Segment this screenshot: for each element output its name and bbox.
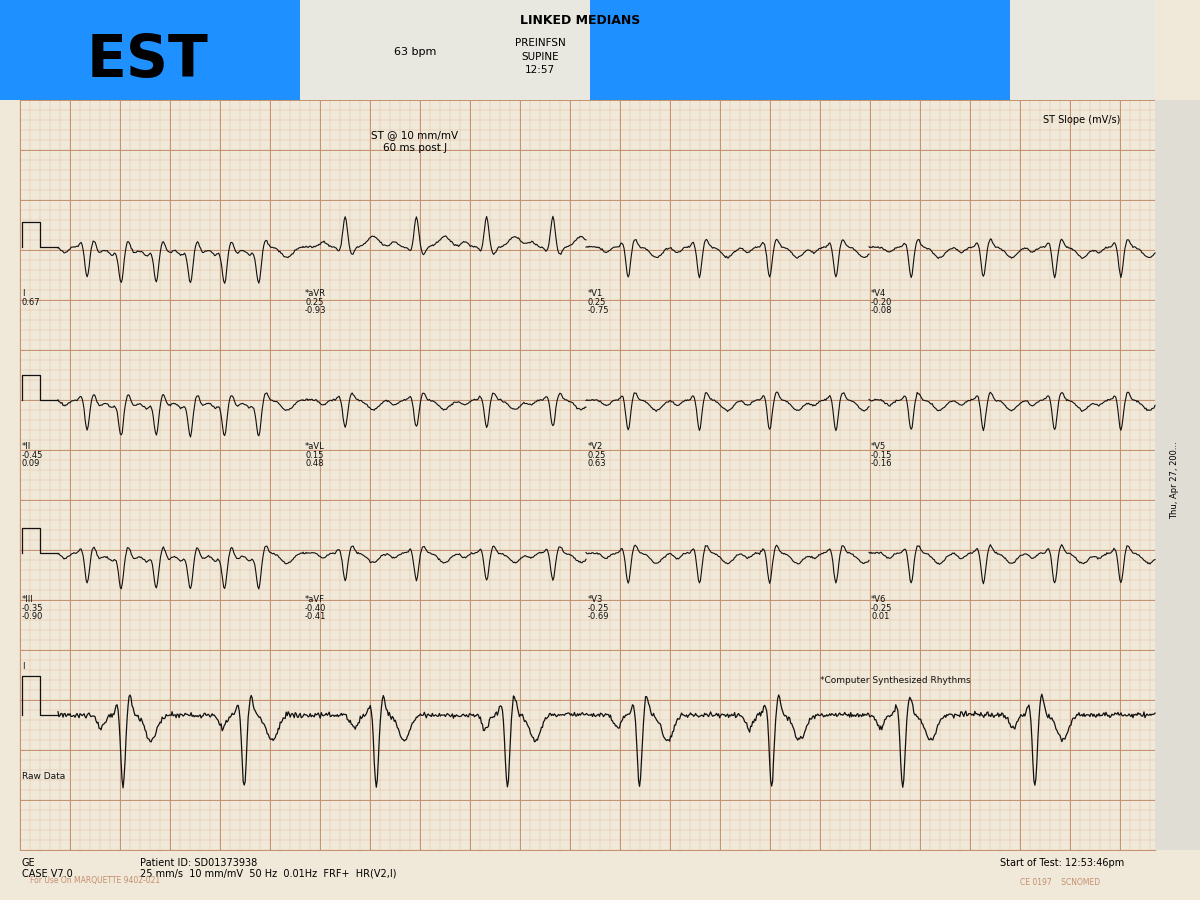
Text: *aVF: *aVF — [305, 595, 325, 604]
Text: 60 ms post J: 60 ms post J — [383, 143, 448, 153]
Text: 0.09: 0.09 — [22, 459, 41, 468]
Bar — [20, 100, 1154, 850]
Text: Start of Test: 12:53:46pm: Start of Test: 12:53:46pm — [1000, 858, 1124, 868]
Bar — [20, 0, 1154, 100]
Text: -0.90: -0.90 — [22, 612, 43, 621]
Text: -0.93: -0.93 — [305, 306, 326, 315]
Text: 0.63: 0.63 — [588, 459, 607, 468]
Text: *V1: *V1 — [588, 289, 604, 298]
Text: I: I — [22, 662, 24, 671]
Text: CE 0197    SCNOMED: CE 0197 SCNOMED — [1020, 878, 1100, 887]
Text: -0.25: -0.25 — [871, 604, 893, 613]
Text: *V5: *V5 — [871, 442, 887, 451]
Text: Thu, Apr 27, 200...: Thu, Apr 27, 200... — [1170, 441, 1180, 519]
Text: EST: EST — [88, 32, 209, 88]
Text: *V6: *V6 — [871, 595, 887, 604]
Text: 0.25: 0.25 — [305, 298, 323, 307]
Text: 25 mm/s  10 mm/mV  50 Hz  0.01Hz  FRF+  HR(V2,I): 25 mm/s 10 mm/mV 50 Hz 0.01Hz FRF+ HR(V2… — [140, 869, 396, 879]
Text: -0.15: -0.15 — [871, 451, 893, 460]
Text: -0.69: -0.69 — [588, 612, 610, 621]
Text: PREINFSN: PREINFSN — [515, 38, 565, 48]
Text: 0.01: 0.01 — [871, 612, 889, 621]
Text: *II: *II — [22, 442, 31, 451]
Text: *V4: *V4 — [871, 289, 887, 298]
Text: *aVR: *aVR — [305, 289, 326, 298]
Text: -0.08: -0.08 — [871, 306, 893, 315]
Text: 12:57: 12:57 — [524, 65, 556, 75]
Text: 0.48: 0.48 — [305, 459, 324, 468]
Text: -0.25: -0.25 — [588, 604, 610, 613]
Text: ST Slope (mV/s): ST Slope (mV/s) — [1043, 115, 1120, 125]
Text: CASE V7.0: CASE V7.0 — [22, 869, 73, 879]
Text: *V3: *V3 — [588, 595, 604, 604]
Text: -0.45: -0.45 — [22, 451, 43, 460]
Text: *aVL: *aVL — [305, 442, 325, 451]
Bar — [1154, 100, 1200, 850]
Bar — [0, 0, 300, 100]
Text: *V2: *V2 — [588, 442, 604, 451]
Text: -0.41: -0.41 — [305, 612, 326, 621]
Text: -0.20: -0.20 — [871, 298, 893, 307]
Text: GE: GE — [22, 858, 36, 868]
Text: 0.15: 0.15 — [305, 451, 323, 460]
Text: ST @ 10 mm/mV: ST @ 10 mm/mV — [372, 130, 458, 140]
Text: -0.40: -0.40 — [305, 604, 326, 613]
Text: Raw Data: Raw Data — [22, 772, 65, 781]
Text: For Use On MARQUETTE 9402-021: For Use On MARQUETTE 9402-021 — [30, 876, 160, 885]
Text: 63 bpm: 63 bpm — [394, 47, 436, 57]
Text: 0.67: 0.67 — [22, 298, 41, 307]
Text: SUPINE: SUPINE — [521, 52, 559, 62]
Text: *III: *III — [22, 595, 34, 604]
Text: -0.75: -0.75 — [588, 306, 610, 315]
Text: -0.35: -0.35 — [22, 604, 43, 613]
Text: LINKED MEDIANS: LINKED MEDIANS — [520, 14, 640, 27]
Text: 0.25: 0.25 — [588, 298, 606, 307]
Text: Patient ID: SD01373938: Patient ID: SD01373938 — [140, 858, 257, 868]
Text: I: I — [22, 289, 24, 298]
Text: -0.16: -0.16 — [871, 459, 893, 468]
Bar — [590, 0, 1010, 100]
Text: *Computer Synthesized Rhythms: *Computer Synthesized Rhythms — [820, 676, 971, 685]
Text: 0.25: 0.25 — [588, 451, 606, 460]
